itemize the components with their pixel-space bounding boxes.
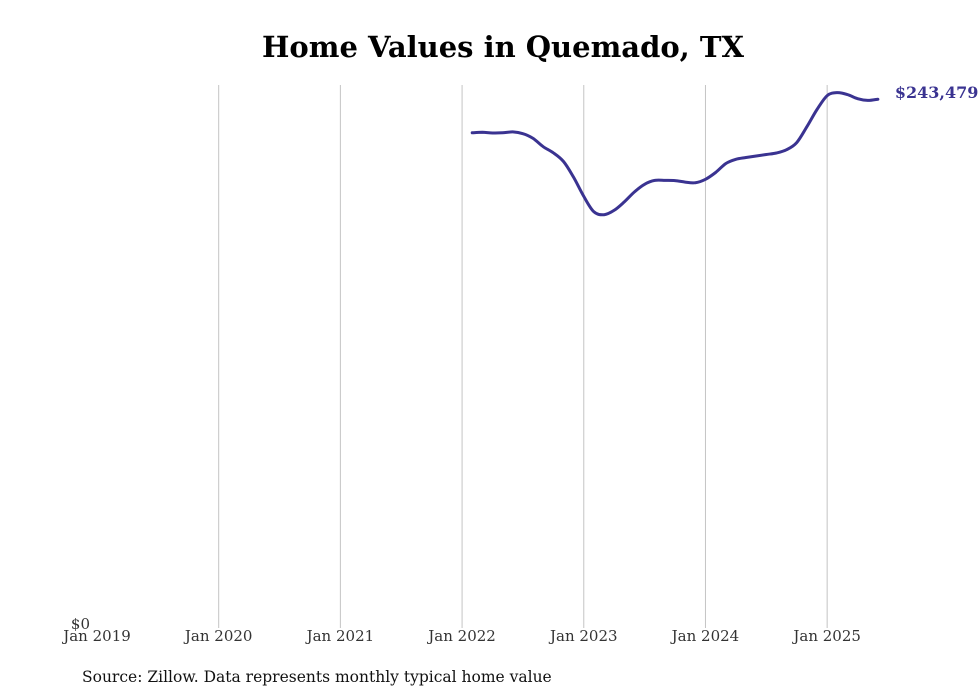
end-value-label: $243,479	[895, 83, 979, 102]
x-tick-label-2024: Jan 2024	[670, 627, 740, 645]
series-line-home-value	[470, 91, 880, 217]
gridlines	[218, 85, 828, 628]
source-note: Source: Zillow. Data represents monthly …	[82, 668, 552, 686]
x-axis-ticks: Jan 2019 Jan 2020 Jan 2021 Jan 2022 Jan 2023…	[61, 627, 861, 645]
y-axis-ticks: $0	[71, 615, 90, 633]
x-tick-label-2019: Jan 2019	[61, 627, 131, 645]
x-tick-label-2023: Jan 2023	[548, 627, 618, 645]
x-tick-label-2022: Jan 2022	[426, 627, 496, 645]
series-layer	[470, 91, 880, 217]
x-tick-label-2020: Jan 2020	[183, 627, 253, 645]
x-tick-label-2025: Jan 2025	[791, 627, 861, 645]
chart-title: Home Values in Quemado, TX	[262, 30, 744, 64]
y-tick-label-zero: $0	[71, 615, 90, 633]
x-tick-label-2021: Jan 2021	[305, 627, 375, 645]
end-label-layer: $243,479	[895, 83, 979, 102]
